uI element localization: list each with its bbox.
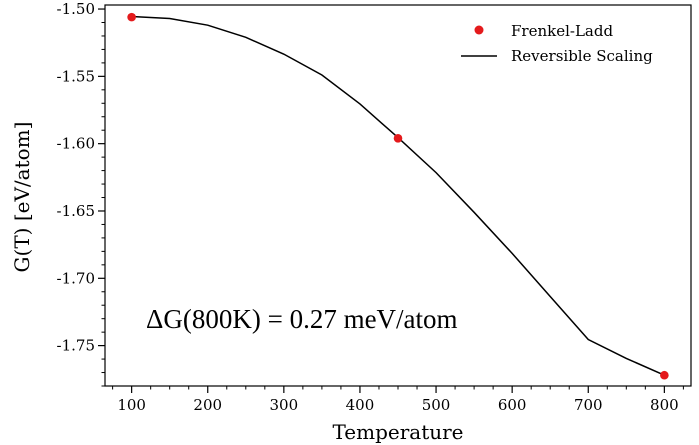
y-tick-label: -1.50 xyxy=(57,0,95,18)
data-point-frenkel-ladd xyxy=(660,370,669,380)
x-tick-label: 100 xyxy=(117,396,146,414)
y-tick-label: -1.60 xyxy=(57,135,95,153)
legend-label-reversible-scaling: Reversible Scaling xyxy=(511,47,653,65)
y-tick-label: -1.55 xyxy=(57,67,95,85)
y-tick-label: -1.65 xyxy=(57,202,95,220)
data-point-frenkel-ladd xyxy=(127,12,136,22)
data-point-frenkel-ladd xyxy=(393,133,403,143)
x-tick-label: 200 xyxy=(193,396,222,414)
legend: Frenkel-Ladd Reversible Scaling xyxy=(461,22,653,65)
x-tick-label: 400 xyxy=(346,396,375,414)
y-tick-label: -1.75 xyxy=(57,337,95,355)
y-axis-label: G(T) [eV/atom] xyxy=(10,122,34,273)
legend-label-frenkel-ladd: Frenkel-Ladd xyxy=(511,22,613,40)
x-tick-label: 500 xyxy=(422,396,451,414)
x-tick-label: 300 xyxy=(270,396,299,414)
x-tick-label: 700 xyxy=(574,396,603,414)
x-tick-label: 800 xyxy=(650,396,679,414)
legend-marker-frenkel-ladd xyxy=(474,25,484,35)
y-tick-label: -1.70 xyxy=(57,269,95,287)
x-axis-label: Temperature xyxy=(332,420,463,444)
delta-g-annotation: ΔG(800K) = 0.27 meV/atom xyxy=(146,304,458,334)
x-tick-label: 600 xyxy=(498,396,527,414)
